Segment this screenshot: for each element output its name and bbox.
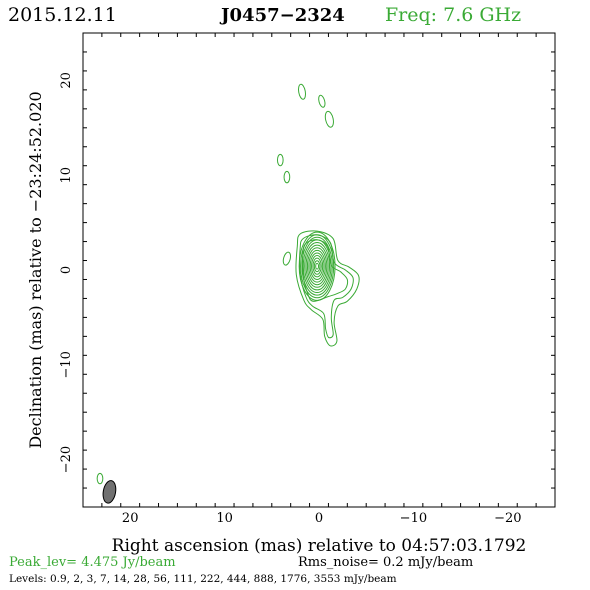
plot-frame bbox=[82, 32, 556, 508]
core-contour bbox=[308, 249, 326, 283]
core-contour bbox=[302, 239, 332, 294]
core-contour bbox=[301, 236, 333, 296]
x-tick-label: −10 bbox=[400, 511, 427, 526]
satellite-contour bbox=[298, 83, 307, 100]
observation-date: 2015.12.11 bbox=[8, 4, 117, 26]
x-tick-label: −20 bbox=[494, 511, 521, 526]
tick-labels: 20 10 0 −10 −20 20 10 0 −10 −20 bbox=[59, 72, 522, 526]
y-tick-label: −10 bbox=[59, 351, 74, 378]
y-tick-label: 20 bbox=[59, 72, 74, 89]
x-tick-label: 20 bbox=[122, 511, 139, 526]
rms-noise: Rms_noise= 0.2 mJy/beam bbox=[298, 555, 473, 570]
extended-contour bbox=[299, 234, 354, 339]
core-contour bbox=[300, 234, 335, 299]
satellite-contour bbox=[324, 110, 334, 128]
core-contour bbox=[309, 252, 325, 280]
y-tick-label: 0 bbox=[59, 266, 74, 274]
core-contour bbox=[313, 260, 321, 273]
beam-group bbox=[102, 480, 117, 504]
satellite-contour bbox=[96, 472, 104, 485]
core-contour bbox=[315, 262, 320, 270]
satellite-contour bbox=[282, 251, 292, 266]
core-contour bbox=[311, 255, 324, 278]
y-axis-label: Declination (mas) relative to −23:24:52.… bbox=[26, 91, 45, 448]
core-contour bbox=[306, 247, 328, 286]
peak-level: Peak_lev= 4.475 Jy/beam bbox=[9, 555, 176, 570]
frequency-label: Freq: 7.6 GHz bbox=[385, 4, 521, 26]
x-tick-label: 0 bbox=[315, 511, 323, 526]
contour-levels: Levels: 0.9, 2, 3, 7, 14, 28, 56, 111, 2… bbox=[9, 573, 397, 585]
core-contour bbox=[312, 257, 322, 275]
core-contour bbox=[305, 244, 329, 288]
satellite-contour bbox=[318, 94, 326, 108]
extended-contour bbox=[295, 230, 360, 347]
extended-contour bbox=[302, 239, 349, 302]
axis-ticks bbox=[82, 32, 556, 508]
x-tick-label: 10 bbox=[216, 511, 233, 526]
core-contour bbox=[304, 242, 331, 291]
satellite-contour bbox=[283, 170, 291, 184]
core-contour bbox=[298, 231, 336, 301]
x-axis-label: Right ascension (mas) relative to 04:57:… bbox=[112, 536, 527, 556]
y-tick-label: 10 bbox=[59, 167, 74, 184]
contour-group bbox=[96, 83, 360, 485]
y-tick-label: −20 bbox=[59, 446, 74, 473]
source-name: J0457−2324 bbox=[219, 5, 345, 26]
beam-ellipse bbox=[102, 480, 117, 504]
satellite-contour bbox=[276, 153, 284, 167]
